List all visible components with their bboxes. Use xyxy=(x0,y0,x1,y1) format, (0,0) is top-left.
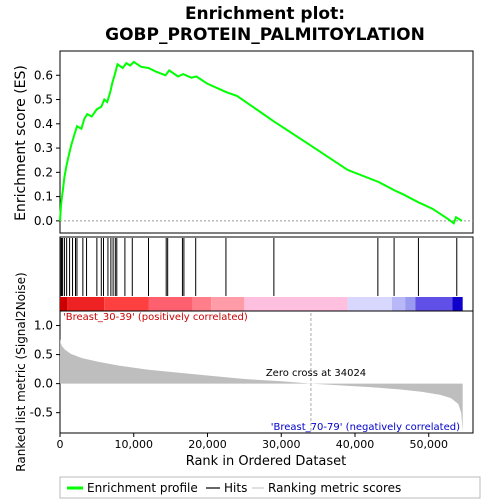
es-axis: 0.0 0.1 0.2 0.3 0.4 0.5 0.6 xyxy=(34,68,473,228)
x-axis: 0 10,000 20,000 30,000 40,000 50,000 xyxy=(57,433,449,451)
colorbar-segment xyxy=(452,297,463,311)
metric-ytick-label: 1.0 xyxy=(34,319,53,333)
ranking-metric-area xyxy=(60,338,463,432)
x-tick-label: 10,000 xyxy=(115,438,154,451)
colorbar-segment xyxy=(391,297,406,311)
es-ytick-label: 0.2 xyxy=(34,165,53,179)
colorbar-segment xyxy=(67,297,105,311)
chart-title-line2: GOBP_PROTEIN_PALMITOYLATION xyxy=(105,25,425,45)
es-axis-label: Enrichment score (ES) xyxy=(13,65,29,221)
legend: Enrichment profile Hits Ranking metric s… xyxy=(59,476,481,499)
colorbar-segment xyxy=(192,297,212,311)
es-ytick-label: 0.6 xyxy=(34,68,53,82)
es-ytick-label: 0.3 xyxy=(34,141,53,155)
colorbar-segment xyxy=(405,297,416,311)
chart-title-line1: Enrichment plot: xyxy=(185,4,345,24)
es-ytick-label: 0.4 xyxy=(34,117,53,131)
metric-ytick-label: 0.5 xyxy=(34,348,53,362)
enrichment-profile-line xyxy=(59,60,463,225)
x-axis-label: Rank in Ordered Dataset xyxy=(186,454,347,469)
x-tick-label: 30,000 xyxy=(262,438,301,451)
hits-group xyxy=(59,238,458,296)
metric-axis-label: Ranked list metric (Signal2Noise) xyxy=(14,272,28,471)
zero-cross-label: Zero cross at 34024 xyxy=(266,368,366,379)
colorbar-segment xyxy=(60,297,68,311)
colorbar-segment xyxy=(148,297,193,311)
negative-correlation-label: 'Breast_70-79' (negatively correlated) xyxy=(271,422,460,433)
colorbar-segment xyxy=(347,297,392,311)
rank-colorbar xyxy=(60,297,463,311)
colorbar-segment xyxy=(104,297,149,311)
legend-enrichment-label: Enrichment profile xyxy=(87,481,198,495)
metric-ytick-label: -0.5 xyxy=(30,406,53,420)
es-ytick-label: 0.1 xyxy=(34,190,53,204)
x-tick-label: 50,000 xyxy=(410,438,449,451)
x-tick-label: 20,000 xyxy=(188,438,227,451)
es-panel-frame xyxy=(59,50,474,234)
metric-axis: -0.5 0.0 0.5 1.0 xyxy=(30,319,60,420)
x-tick-label: 0 xyxy=(57,438,64,451)
colorbar-segment xyxy=(211,297,245,311)
colorbar-segment xyxy=(244,297,348,311)
x-tick-label: 40,000 xyxy=(336,438,375,451)
legend-frame xyxy=(59,476,481,499)
legend-metric-label: Ranking metric scores xyxy=(268,481,401,495)
colorbar-segment xyxy=(415,297,453,311)
metric-ytick-label: 0.0 xyxy=(34,377,53,391)
legend-hits-label: Hits xyxy=(224,481,247,495)
positive-correlation-label: 'Breast_30-39' (positively correlated) xyxy=(63,312,248,323)
es-ytick-label: 0.0 xyxy=(34,214,53,228)
es-ytick-label: 0.5 xyxy=(34,93,53,107)
